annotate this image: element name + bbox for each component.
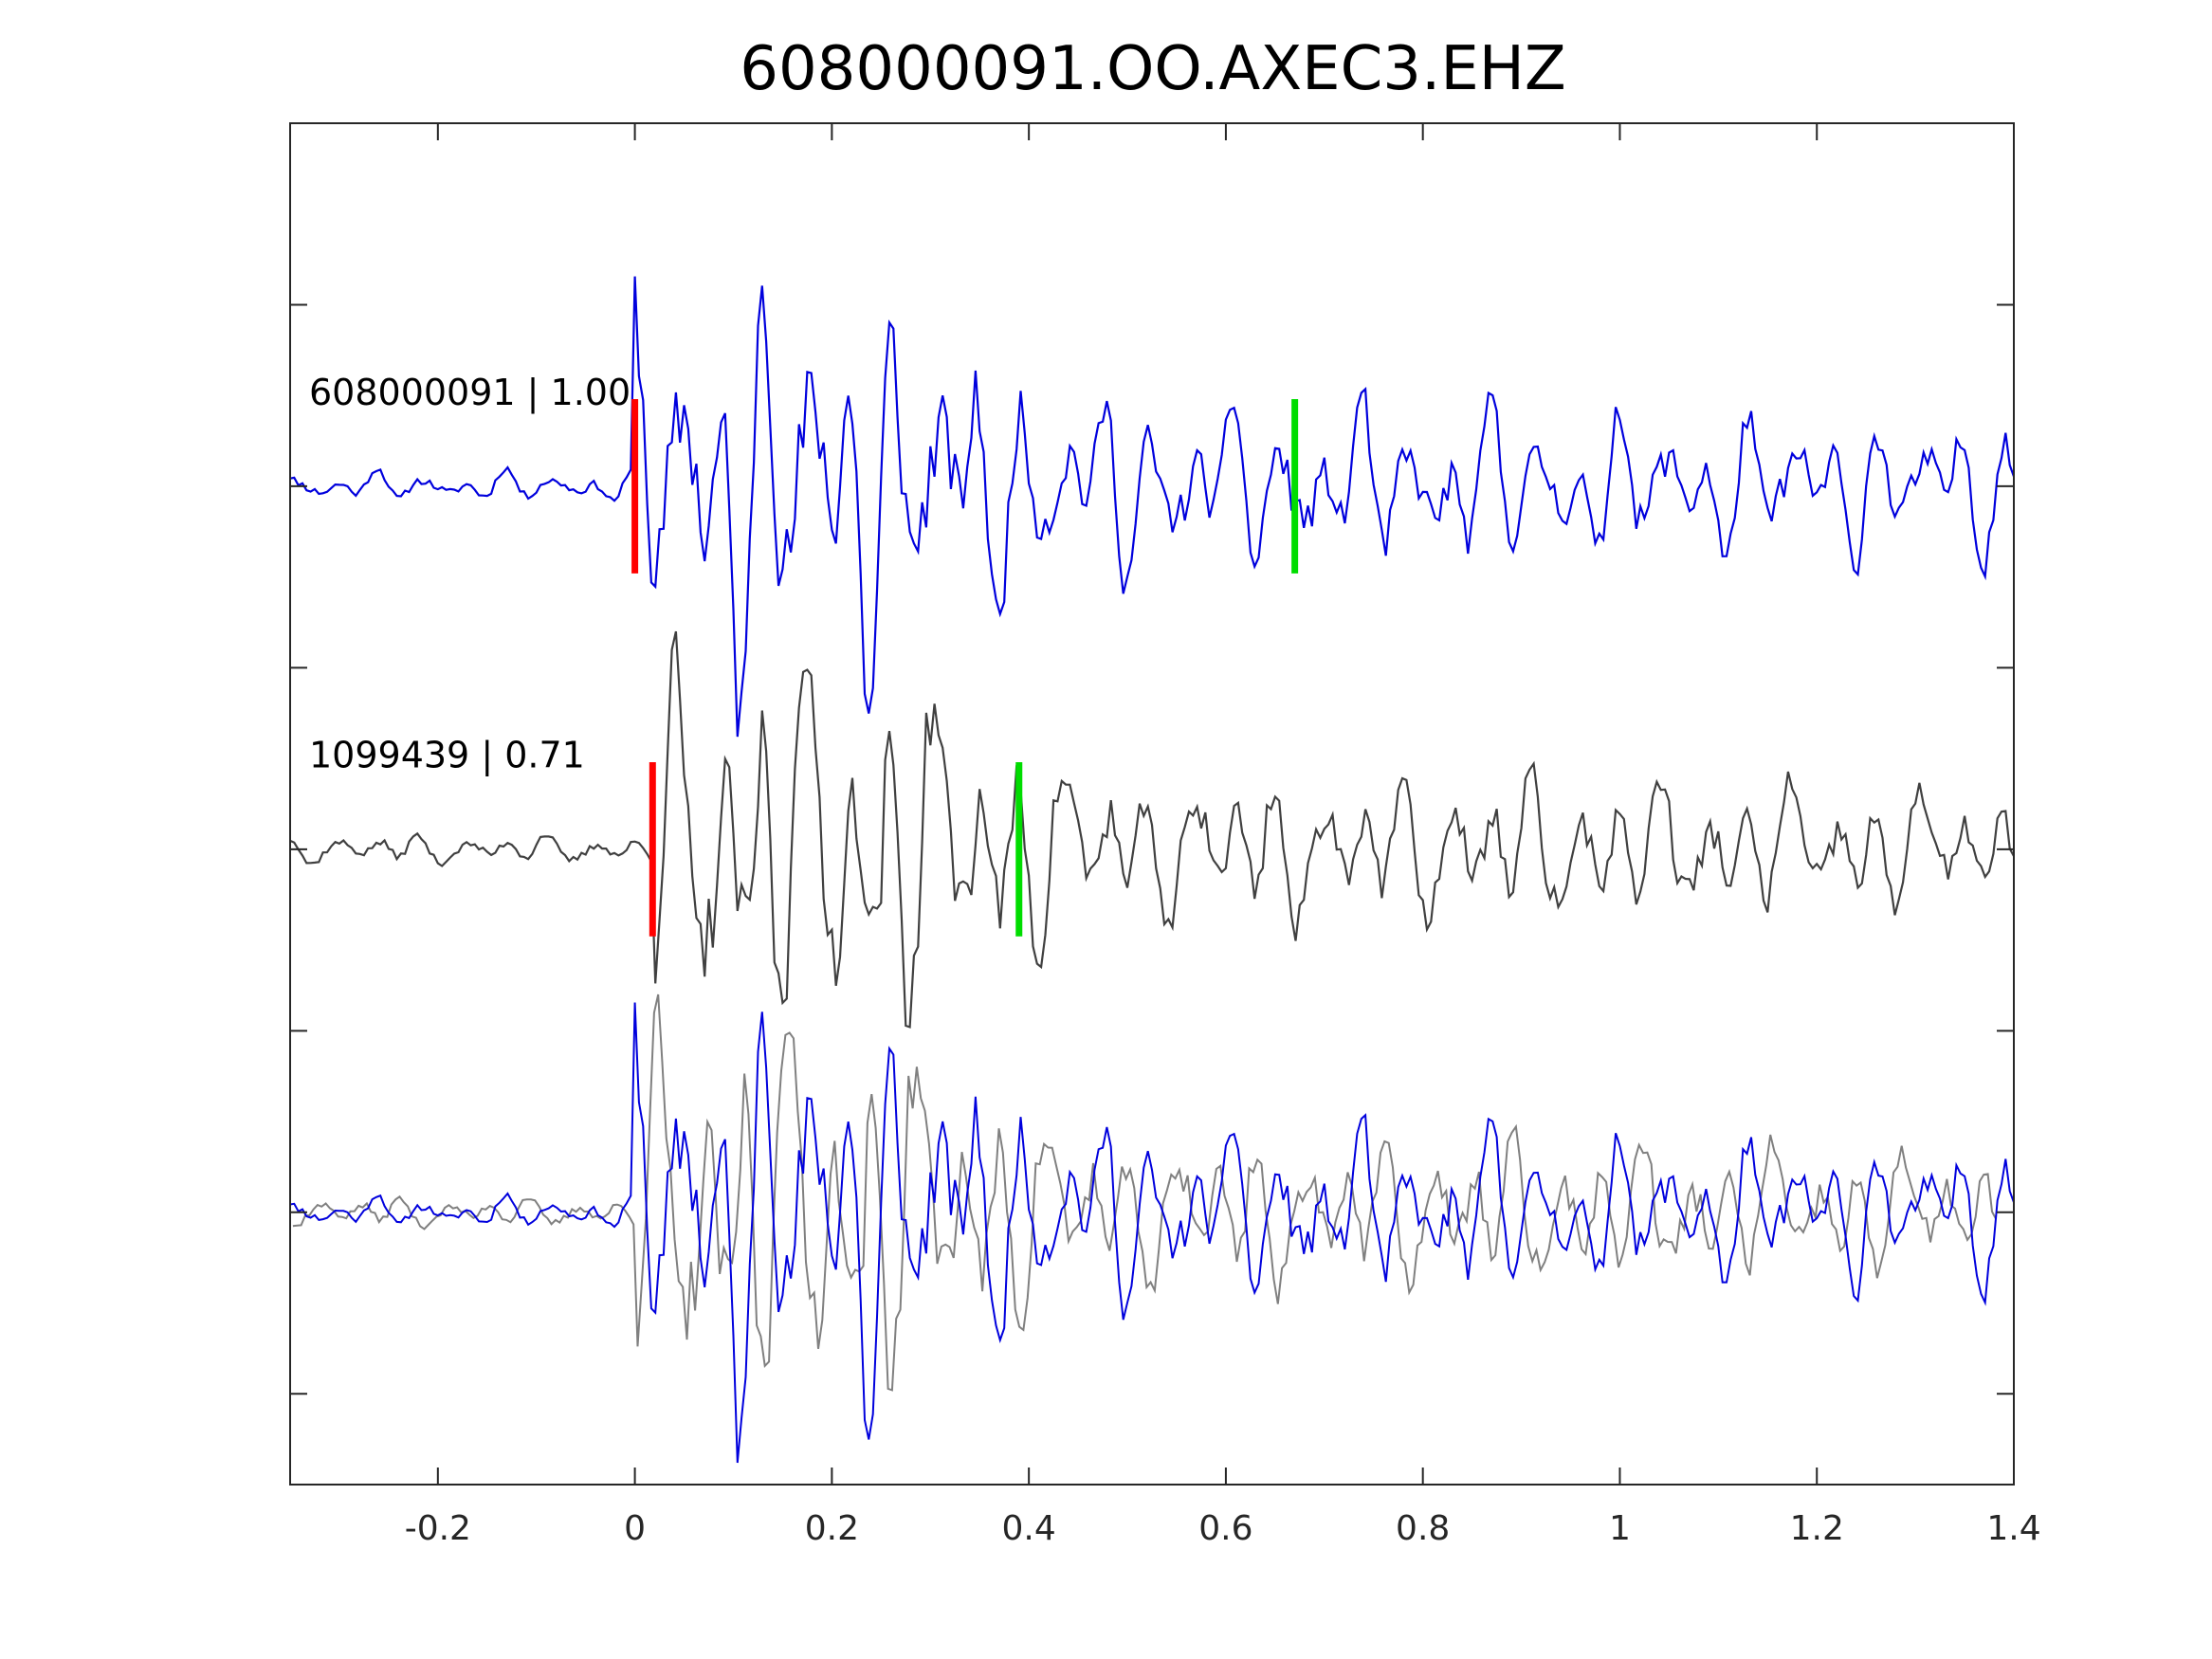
x-tick-label: 1	[1609, 1509, 1631, 1548]
axis-ticks	[290, 123, 2015, 1485]
trace-labels: 608000091 | 1.00 1099439 | 0.71	[309, 372, 631, 777]
x-tick-label: 0.6	[1198, 1509, 1252, 1548]
x-tick-label: 1.2	[1790, 1509, 1844, 1548]
trace-line-2	[289, 630, 2015, 1029]
overlay-trace-primary	[289, 1002, 2015, 1464]
plot-area	[289, 276, 2016, 1464]
overlay-trace-secondary	[292, 994, 1998, 1392]
trace-label: 608000091 | 1.00	[309, 372, 631, 414]
trace-line-1	[289, 276, 2016, 738]
x-tick-labels: -0.2 0 0.2 0.4 0.6 0.8 1 1.2 1.4	[405, 1509, 2041, 1548]
trace-label: 1099439 | 0.71	[309, 735, 585, 777]
axes-frame	[289, 122, 2015, 1486]
x-tick-label: 0.2	[805, 1509, 859, 1548]
x-tick-label: 0	[624, 1509, 646, 1548]
chart-title: 608000091.OO.AXEC3.EHZ	[740, 34, 1566, 104]
x-tick-label: 0.8	[1396, 1509, 1450, 1548]
x-tick-label: 0.4	[1002, 1509, 1056, 1548]
x-tick-label: 1.4	[1986, 1509, 2040, 1548]
x-tick-label: -0.2	[405, 1509, 471, 1548]
